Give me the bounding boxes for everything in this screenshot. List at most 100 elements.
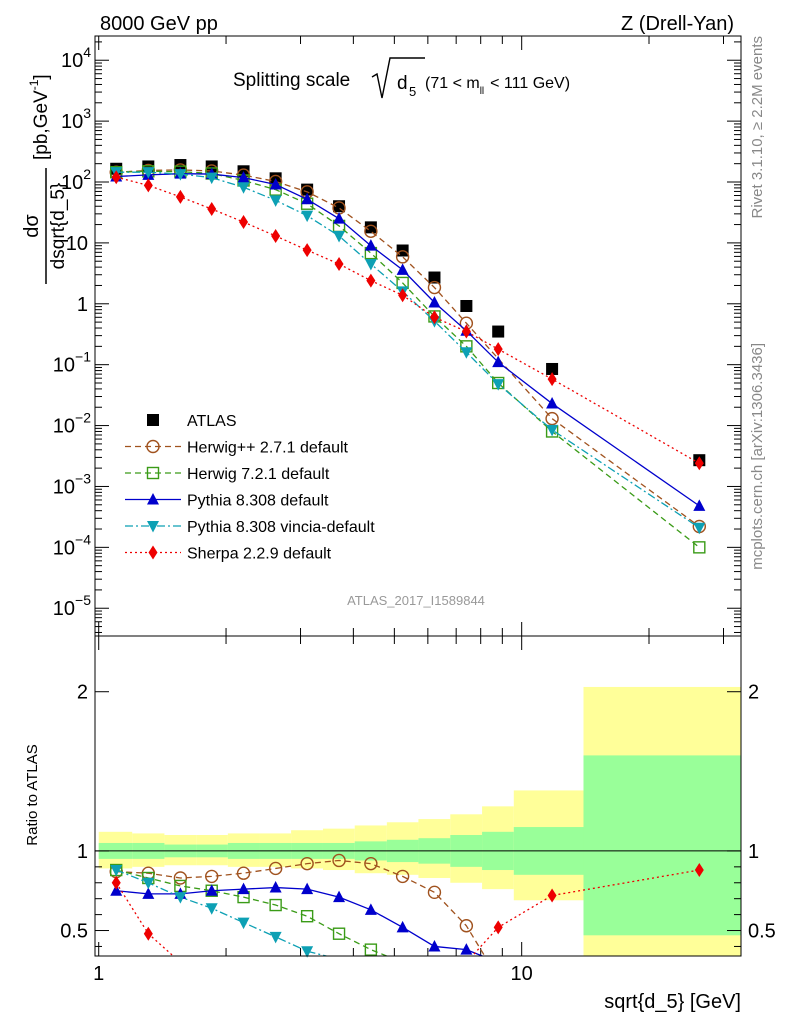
main-ytick-label: 10−2	[53, 410, 91, 438]
ratio-xtick-label: 1	[93, 963, 104, 985]
ratio-point-series-4	[205, 903, 218, 915]
ratio-point-series-3	[237, 882, 250, 895]
main-point-series-0	[428, 271, 441, 284]
main-ylabel-units-end: ]	[31, 74, 52, 79]
legend-label-0: ATLAS	[187, 413, 237, 430]
main-point-series-4	[460, 347, 473, 359]
main-point-series-5	[302, 243, 312, 258]
ratio-point-series-4	[142, 877, 155, 890]
ratio-point-series-4	[174, 892, 187, 904]
rivet-version-label: Rivet 3.1.10, ≥ 2.2M events	[749, 36, 766, 219]
ratio-point-series-1	[459, 919, 474, 933]
ratio-xlabel: sqrt{d_5} [GeV]	[604, 991, 741, 1013]
main-point-series-4	[546, 424, 559, 437]
plot-title-sub: 5	[409, 84, 416, 99]
ratio-point-series-1	[332, 853, 346, 868]
main-point-series-4	[693, 522, 706, 535]
main-point-series-3	[693, 499, 706, 511]
main-point-series-1	[427, 280, 442, 295]
ratio-point-series-1	[173, 871, 188, 885]
ratio-point-series-5	[111, 875, 121, 890]
legend-marker-3	[147, 493, 159, 505]
main-point-series-4	[364, 259, 377, 271]
main-point-series-5	[461, 324, 471, 339]
analysis-watermark: ATLAS_2017_I1589844	[347, 593, 485, 608]
ratio-point-series-1	[395, 869, 410, 884]
main-point-series-4	[333, 230, 346, 243]
ratio-point-series-4	[269, 931, 282, 944]
ratio-point-series-1	[300, 856, 314, 871]
main-point-series-0	[492, 325, 505, 338]
main-point-series-2	[693, 541, 706, 554]
main-ylabel: dσ dsqrt{d_5} [pb,GeV-1]	[21, 74, 69, 284]
main-point-series-5	[271, 228, 281, 243]
ratio-point-series-3	[269, 881, 282, 893]
ratio-point-series-2	[364, 943, 378, 956]
legend: ATLAS Herwig++ 2.7.1 default Herwig 7.2.1 …	[125, 413, 375, 563]
main-ytick-label: 103	[61, 105, 91, 133]
main-ytick-label: 104	[61, 44, 91, 72]
ratio-point-series-5	[493, 920, 503, 935]
ratio-band-inner	[583, 755, 741, 936]
plot-title-var: d	[397, 73, 408, 94]
main-point-series-3	[396, 263, 409, 275]
main-point-series-4	[142, 167, 155, 179]
ratio-ytick-label-right: 2	[748, 682, 759, 704]
legend-label-3: Pythia 8.308 default	[187, 493, 329, 510]
legend-label-4: Pythia 8.308 vincia-default	[187, 519, 375, 536]
main-point-series-1	[545, 411, 559, 426]
ratio-ytick-label-right: 1	[748, 841, 759, 863]
ratio-ytick-label: 1	[77, 841, 88, 863]
ratio-ytick-label: 0.5	[60, 921, 88, 943]
main-point-series-4	[237, 182, 250, 194]
main-point-series-5	[493, 342, 503, 357]
main-point-series-4	[174, 169, 187, 181]
main-point-series-3	[364, 239, 377, 251]
ratio-point-series-5	[694, 863, 704, 878]
ratio-point-series-1	[364, 856, 378, 871]
plot-title-range-end: < 111 GeV)	[490, 75, 570, 92]
ratio-plot: 0.5 0.51 12 21 10 Ratio to ATLAS sqrt{d_5} […	[24, 635, 776, 1013]
ratio-point-series-3	[364, 903, 377, 915]
main-point-series-0	[460, 299, 473, 312]
ratio-point-series-1	[268, 861, 283, 876]
legend-marker-4	[147, 521, 159, 533]
ratio-line-series-1	[116, 859, 486, 956]
main-point-series-3	[237, 171, 250, 183]
ratio-point-series-3	[301, 882, 314, 895]
main-point-series-4	[269, 195, 282, 207]
ratio-point-series-4	[110, 865, 123, 877]
ratio-ytick-label-right: 0.5	[748, 921, 776, 943]
ratio-point-series-5	[547, 888, 557, 903]
main-point-series-5	[143, 178, 153, 193]
main-point-series-5	[175, 189, 185, 204]
main-point-series-5	[429, 310, 439, 325]
main-point-series-0	[364, 221, 377, 234]
legend-marker-5	[148, 545, 158, 560]
main-point-series-3	[333, 212, 346, 224]
plot-title-range: (71 < mll < 111 GeV)	[425, 75, 570, 97]
ratio-point-series-3	[333, 890, 346, 903]
main-ylabel-den: dsqrt{d_5}	[48, 183, 69, 270]
legend-label-5: Sherpa 2.2.9 default	[187, 546, 332, 563]
main-ylabel-num: dσ	[21, 214, 43, 238]
main-ytick-label: 10−5	[53, 592, 91, 620]
main-point-series-5	[334, 257, 344, 272]
ratio-point-series-3	[428, 939, 441, 952]
ratio-point-series-1	[427, 885, 442, 900]
main-point-series-3	[546, 397, 559, 409]
main-point-series-4	[205, 172, 218, 185]
main-point-series-5	[239, 215, 249, 230]
ratio-point-series-3	[142, 887, 155, 899]
ratio-point-series-2	[269, 898, 282, 912]
main-ylabel-units-exp: -1	[27, 79, 41, 90]
ratio-ytick-label: 2	[77, 682, 88, 704]
mcplots-label: mcplots.cern.ch [arXiv:1306.3436]	[749, 343, 766, 570]
sqrt-symbol	[371, 57, 425, 99]
legend-marker-2	[146, 466, 160, 480]
header-left: 8000 GeV pp	[100, 13, 218, 35]
ratio-line-series-5	[115, 869, 700, 956]
ratio-point-series-4	[237, 917, 250, 930]
